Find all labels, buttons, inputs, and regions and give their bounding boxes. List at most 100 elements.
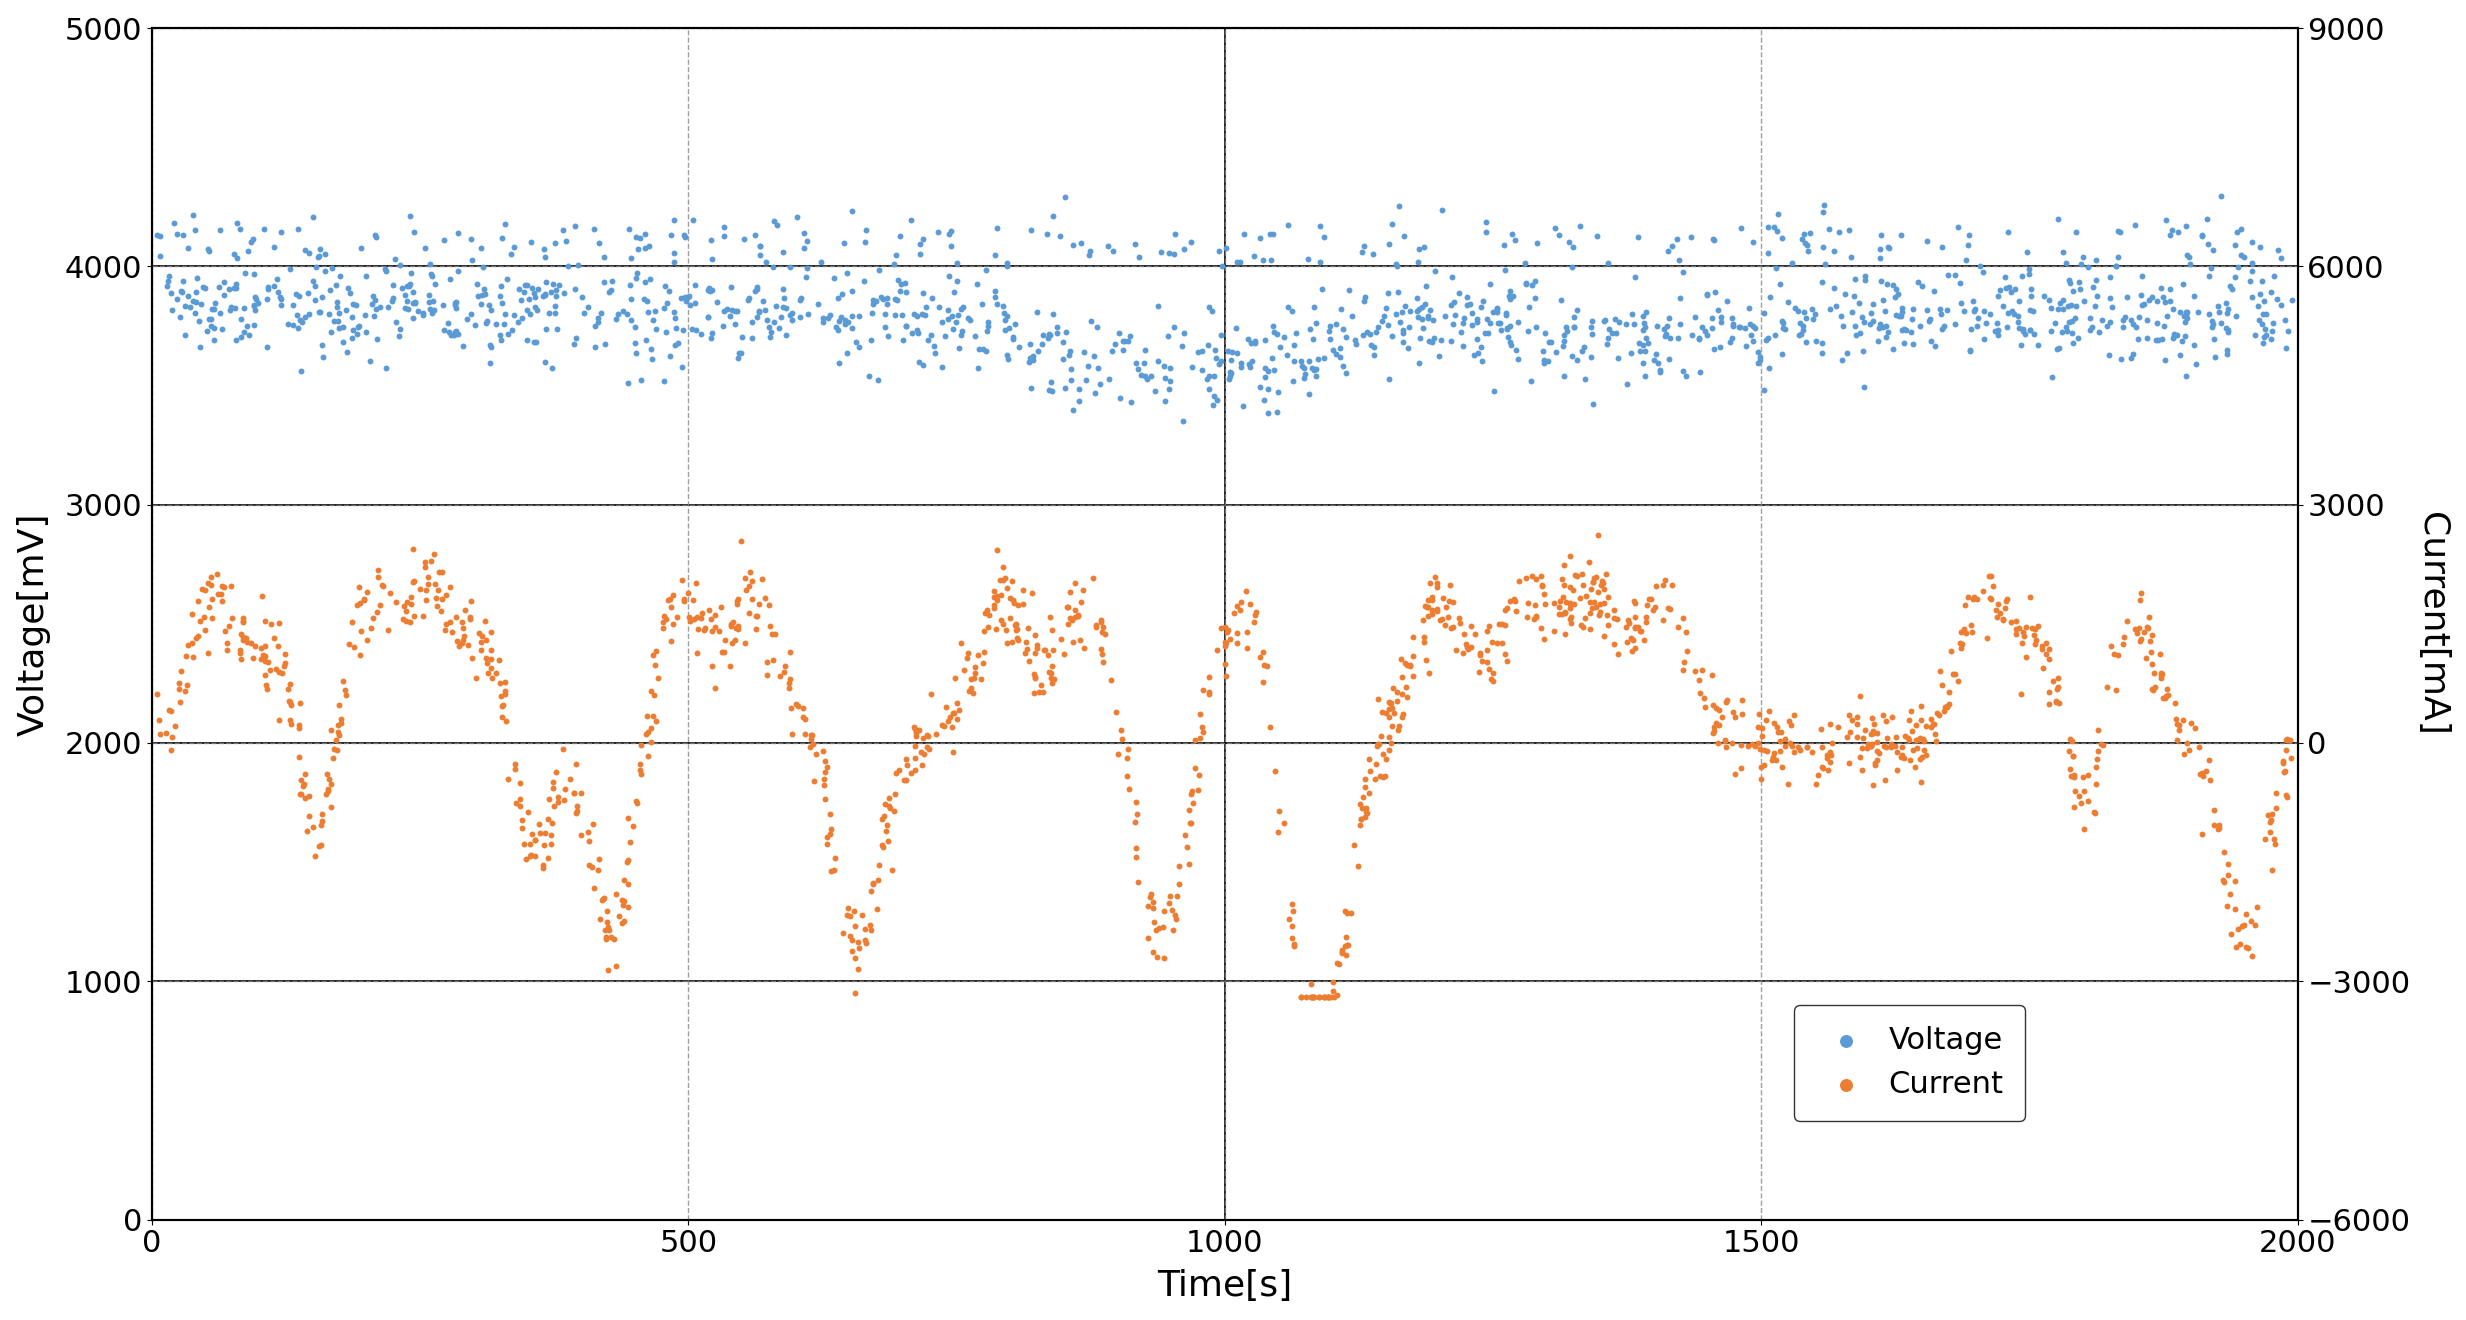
Voltage bbox=[2269, 321, 2308, 342]
Voltage bbox=[2000, 317, 2039, 338]
Voltage bbox=[1408, 306, 1448, 327]
Voltage bbox=[932, 236, 972, 257]
Voltage bbox=[323, 317, 363, 338]
Voltage bbox=[2002, 318, 2042, 339]
Voltage bbox=[2086, 315, 2126, 337]
Voltage bbox=[1435, 292, 1475, 313]
Voltage bbox=[930, 309, 969, 330]
Current bbox=[1534, 620, 1573, 642]
Voltage bbox=[429, 268, 469, 289]
Voltage bbox=[165, 325, 205, 346]
Current bbox=[1736, 737, 1776, 758]
Voltage bbox=[819, 352, 858, 374]
Current bbox=[621, 759, 661, 780]
Current bbox=[281, 784, 321, 805]
Voltage bbox=[395, 293, 434, 314]
Voltage bbox=[1398, 251, 1438, 272]
Voltage bbox=[1672, 325, 1711, 346]
Voltage bbox=[1179, 341, 1218, 362]
Voltage bbox=[1731, 325, 1771, 346]
Current bbox=[1206, 632, 1245, 653]
Voltage bbox=[1763, 318, 1803, 339]
Current bbox=[1588, 615, 1628, 636]
Current bbox=[1048, 614, 1088, 635]
Voltage bbox=[999, 337, 1038, 358]
Current bbox=[1874, 735, 1914, 756]
Voltage bbox=[1475, 301, 1514, 322]
Current bbox=[2190, 770, 2229, 791]
Voltage bbox=[1053, 234, 1092, 255]
Current bbox=[1899, 730, 1938, 751]
Current bbox=[809, 756, 848, 777]
Voltage bbox=[1872, 338, 1911, 359]
Current bbox=[1857, 750, 1896, 771]
Current bbox=[1033, 655, 1073, 676]
Voltage bbox=[1613, 304, 1652, 325]
Voltage bbox=[1485, 259, 1524, 280]
Voltage bbox=[2168, 247, 2207, 268]
Voltage bbox=[395, 281, 434, 302]
Current bbox=[1406, 595, 1445, 616]
Voltage bbox=[1122, 364, 1161, 385]
Voltage bbox=[1790, 223, 1830, 244]
Voltage bbox=[1031, 372, 1070, 393]
Voltage bbox=[1127, 368, 1166, 389]
Current bbox=[271, 692, 311, 713]
Voltage bbox=[313, 257, 353, 279]
Voltage bbox=[1164, 411, 1203, 432]
Voltage bbox=[1317, 343, 1356, 364]
Current bbox=[1048, 597, 1088, 618]
Voltage bbox=[555, 327, 594, 348]
Current bbox=[2030, 681, 2069, 702]
Current bbox=[333, 611, 372, 632]
Voltage bbox=[2076, 285, 2116, 306]
Current bbox=[2143, 664, 2182, 685]
Current bbox=[1048, 597, 1088, 618]
Voltage bbox=[1369, 282, 1408, 304]
Current bbox=[1295, 986, 1334, 1007]
Current bbox=[1615, 607, 1655, 628]
Current bbox=[545, 789, 584, 810]
Current bbox=[192, 607, 232, 628]
Current bbox=[224, 610, 264, 631]
Current bbox=[2234, 915, 2274, 936]
Current bbox=[742, 568, 782, 589]
Current bbox=[1171, 812, 1211, 833]
Current bbox=[880, 759, 920, 780]
Current bbox=[1250, 717, 1290, 738]
Voltage bbox=[1882, 319, 1921, 341]
Current bbox=[2145, 685, 2185, 706]
Current bbox=[984, 556, 1023, 577]
Current bbox=[1914, 713, 1953, 734]
Voltage bbox=[1253, 347, 1292, 368]
Current bbox=[1837, 706, 1877, 727]
Current bbox=[794, 771, 834, 792]
Current bbox=[1006, 643, 1046, 664]
Current bbox=[690, 599, 730, 620]
Voltage bbox=[1455, 345, 1494, 366]
Current bbox=[1936, 664, 1975, 685]
Current bbox=[1497, 601, 1536, 622]
Voltage bbox=[1011, 378, 1051, 399]
Voltage bbox=[1411, 300, 1450, 321]
Current bbox=[222, 639, 261, 660]
Current bbox=[2205, 871, 2244, 892]
Voltage bbox=[2118, 306, 2158, 327]
Voltage bbox=[737, 306, 777, 327]
Voltage bbox=[525, 247, 565, 268]
Current bbox=[2264, 751, 2303, 772]
Current bbox=[1837, 714, 1877, 735]
Voltage bbox=[1327, 327, 1366, 348]
Current bbox=[200, 583, 239, 605]
Current bbox=[2079, 719, 2118, 741]
Current bbox=[584, 920, 624, 941]
Current bbox=[1031, 663, 1070, 684]
Voltage bbox=[1492, 335, 1531, 356]
Current bbox=[811, 824, 851, 845]
Current bbox=[870, 797, 910, 818]
Voltage bbox=[1793, 298, 1832, 319]
Voltage bbox=[582, 302, 621, 323]
Voltage bbox=[690, 281, 730, 302]
Voltage bbox=[900, 234, 940, 255]
Voltage bbox=[1761, 273, 1800, 294]
